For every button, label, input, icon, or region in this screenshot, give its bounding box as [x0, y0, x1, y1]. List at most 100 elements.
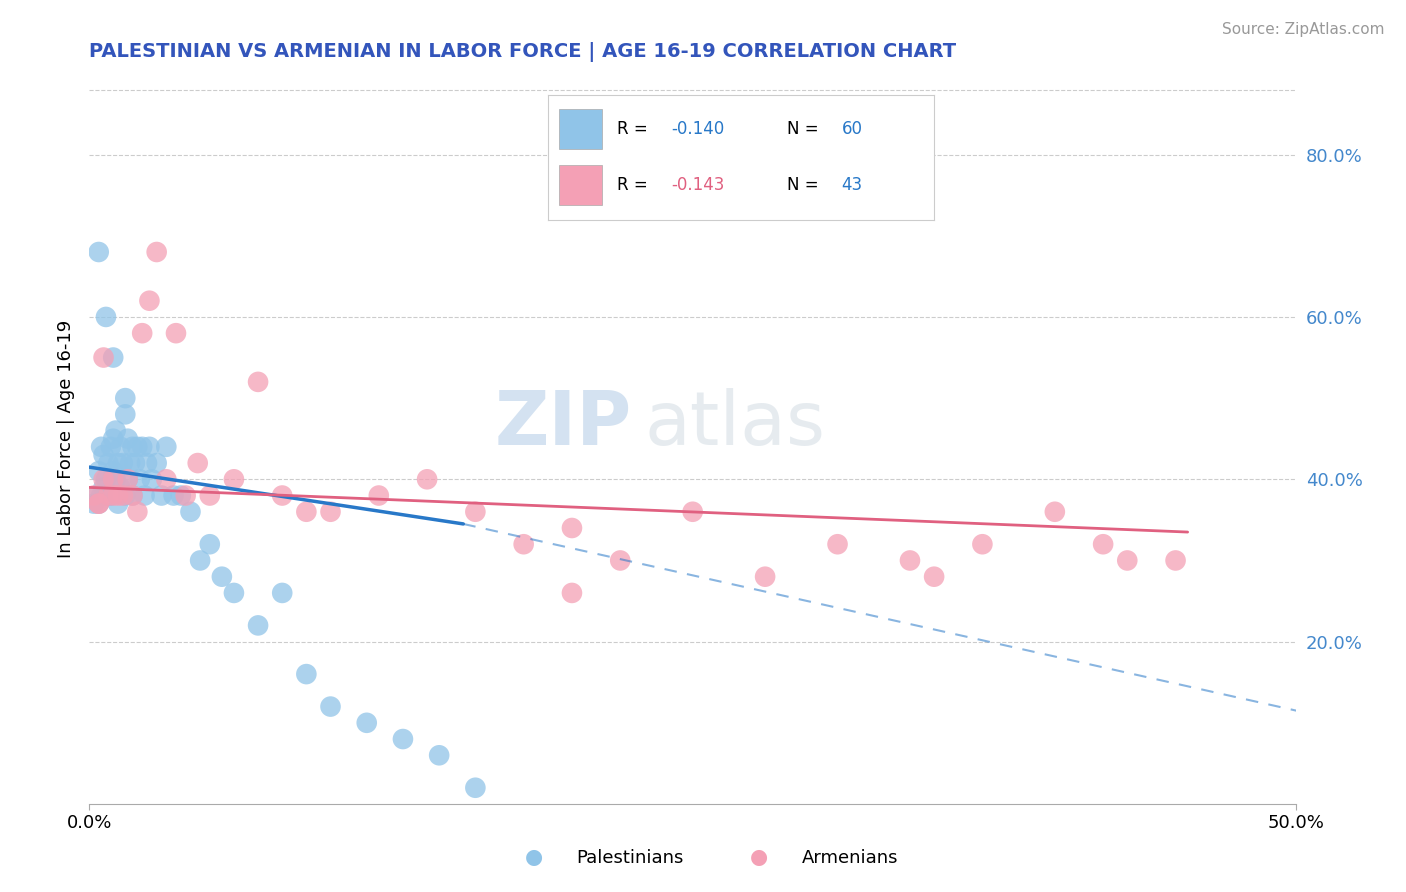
- Point: [131, 440, 153, 454]
- Point: [271, 586, 294, 600]
- Point: [319, 505, 342, 519]
- Point: [136, 456, 159, 470]
- Point: [222, 586, 245, 600]
- Point: [104, 424, 127, 438]
- Point: [114, 391, 136, 405]
- Point: [247, 375, 270, 389]
- Point: [110, 440, 132, 454]
- Point: [179, 505, 201, 519]
- Point: [103, 489, 125, 503]
- Point: [170, 489, 193, 503]
- Point: [682, 505, 704, 519]
- Point: [117, 472, 139, 486]
- Point: [1164, 553, 1187, 567]
- Text: ●: ●: [526, 847, 543, 867]
- Point: [114, 489, 136, 503]
- Point: [211, 570, 233, 584]
- Point: [198, 489, 221, 503]
- Point: [117, 432, 139, 446]
- Point: [87, 497, 110, 511]
- Point: [754, 570, 776, 584]
- Point: [1116, 553, 1139, 567]
- Point: [155, 440, 177, 454]
- Point: [87, 497, 110, 511]
- Text: ●: ●: [751, 847, 768, 867]
- Point: [131, 326, 153, 341]
- Point: [127, 440, 149, 454]
- Point: [416, 472, 439, 486]
- Point: [104, 472, 127, 486]
- Point: [94, 472, 117, 486]
- Point: [162, 489, 184, 503]
- Point: [561, 521, 583, 535]
- Point: [150, 489, 173, 503]
- Point: [271, 489, 294, 503]
- Point: [103, 472, 125, 486]
- Point: [103, 351, 125, 365]
- Point: [972, 537, 994, 551]
- Point: [97, 489, 120, 503]
- Text: ZIP: ZIP: [495, 388, 633, 460]
- Point: [141, 472, 163, 486]
- Point: [121, 489, 143, 503]
- Text: Palestinians: Palestinians: [576, 849, 683, 867]
- Point: [1092, 537, 1115, 551]
- Point: [120, 456, 142, 470]
- Point: [93, 472, 115, 486]
- Point: [188, 553, 211, 567]
- Point: [124, 456, 146, 470]
- Point: [87, 497, 110, 511]
- Point: [356, 715, 378, 730]
- Point: [97, 489, 120, 503]
- Point: [165, 326, 187, 341]
- Point: [319, 699, 342, 714]
- Point: [922, 570, 945, 584]
- Point: [295, 667, 318, 681]
- Point: [117, 472, 139, 486]
- Point: [155, 472, 177, 486]
- Point: [134, 489, 156, 503]
- Point: [93, 448, 115, 462]
- Point: [93, 351, 115, 365]
- Point: [145, 456, 167, 470]
- Point: [83, 497, 105, 511]
- Point: [247, 618, 270, 632]
- Point: [367, 489, 389, 503]
- Point: [97, 456, 120, 470]
- Y-axis label: In Labor Force | Age 16-19: In Labor Force | Age 16-19: [58, 319, 75, 558]
- Point: [87, 464, 110, 478]
- Point: [138, 440, 160, 454]
- Point: [114, 408, 136, 422]
- Point: [93, 480, 115, 494]
- Text: atlas: atlas: [644, 388, 825, 460]
- Point: [100, 489, 122, 503]
- Point: [94, 489, 117, 503]
- Point: [464, 780, 486, 795]
- Point: [110, 480, 132, 494]
- Point: [87, 245, 110, 260]
- Point: [145, 245, 167, 260]
- Point: [121, 440, 143, 454]
- Point: [187, 456, 209, 470]
- Point: [427, 748, 450, 763]
- Text: Source: ZipAtlas.com: Source: ZipAtlas.com: [1222, 22, 1385, 37]
- Point: [138, 293, 160, 308]
- Point: [103, 464, 125, 478]
- Point: [100, 440, 122, 454]
- Point: [90, 440, 112, 454]
- Point: [222, 472, 245, 486]
- Point: [898, 553, 921, 567]
- Point: [86, 489, 108, 503]
- Point: [174, 489, 197, 503]
- Point: [90, 489, 112, 503]
- Point: [1043, 505, 1066, 519]
- Point: [107, 489, 129, 503]
- Point: [198, 537, 221, 551]
- Point: [121, 489, 143, 503]
- Text: Armenians: Armenians: [801, 849, 898, 867]
- Text: PALESTINIAN VS ARMENIAN IN LABOR FORCE | AGE 16-19 CORRELATION CHART: PALESTINIAN VS ARMENIAN IN LABOR FORCE |…: [89, 42, 956, 62]
- Point: [107, 497, 129, 511]
- Point: [464, 505, 486, 519]
- Point: [827, 537, 849, 551]
- Point: [83, 489, 105, 503]
